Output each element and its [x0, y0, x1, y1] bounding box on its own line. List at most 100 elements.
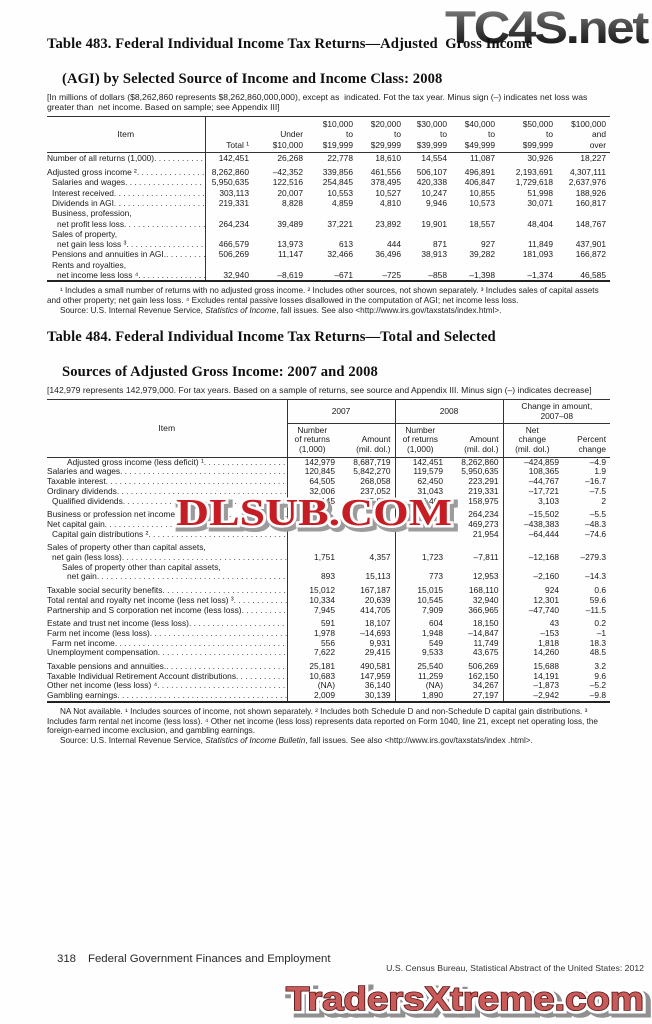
- table-cell: 264,234: [468, 509, 499, 520]
- table-cell: [405, 208, 451, 218]
- table-cell: [557, 208, 610, 218]
- row-label-text: net gain less loss ³: [57, 239, 127, 250]
- table-cell: –7.5: [589, 485, 607, 496]
- watermark-tc4s: TC4S.net: [445, 2, 650, 52]
- table-cell: 378,495: [370, 177, 401, 188]
- row-label: net profit less loss: [47, 219, 205, 229]
- table-cell: 62,450: [394, 476, 448, 487]
- table-cell: 15,012: [286, 582, 339, 596]
- table-cell: [502, 562, 564, 573]
- column-group-header: Change in amount, 2007–08: [502, 399, 611, 424]
- table-cell: 604: [394, 615, 448, 629]
- header-group-row: Item 2007 2008 Change in amount, 2007–08: [47, 399, 611, 458]
- table-cell: 2: [601, 495, 607, 506]
- column-header: Number of returns (1,000): [394, 423, 448, 458]
- row-label-text: Sales of property,: [52, 228, 118, 239]
- row-label-text: Capital gain distributions ²: [52, 529, 149, 539]
- watermark-tradersxtreme-text: TradersXtreme.com: [286, 980, 644, 1017]
- dot-leader: [125, 177, 204, 187]
- column-header: $30,000 to $39,999: [405, 116, 451, 153]
- table-row: Sales of property,: [47, 228, 610, 240]
- table-row: Sales of property other than capital ass…: [47, 539, 610, 554]
- row-label-text: Salaries and wages: [47, 467, 121, 477]
- row-label: Farm net income: [47, 639, 287, 649]
- table-cell: 48,404: [527, 218, 553, 229]
- table-cell: 4,357: [369, 552, 391, 563]
- table-cell: [357, 208, 405, 218]
- table-row: Unemployment compensation 7,622 29,4159,53…: [47, 648, 610, 659]
- table-cell: 924: [502, 582, 564, 596]
- source-suffix: , fall issues. See also <http://www.irs.…: [276, 305, 502, 315]
- table-cell: 2,009: [286, 690, 339, 702]
- table-cell: [394, 539, 448, 554]
- table-row: Business or profession net income (less …: [47, 506, 610, 520]
- table-cell: 120,845: [286, 467, 339, 478]
- row-label-text: Taxable social security benefits: [47, 586, 163, 596]
- table-cell: 469,273: [468, 518, 499, 529]
- table-484: Item 2007 2008 Change in amount, 2007–08 Num…: [47, 399, 611, 703]
- table-cell: 4,810: [380, 197, 401, 208]
- table-cell: [307, 260, 357, 270]
- table-cell: 122,516: [272, 177, 303, 188]
- dot-leader: [126, 239, 204, 249]
- row-label-text: Partnership and S corporation net income…: [47, 605, 242, 615]
- row-label-text: Number of all returns (1,000): [47, 152, 155, 163]
- row-label-text: Rents and royalties,: [52, 259, 127, 270]
- table-cell: 119,579: [394, 467, 448, 478]
- row-label-text: Pensions and annuities in AGI.: [52, 249, 167, 260]
- row-label: Pensions and annuities in AGI.: [47, 249, 205, 259]
- table-cell: 37,221: [327, 218, 353, 229]
- dot-leader: [154, 153, 204, 163]
- table-cell: –42,352: [272, 167, 303, 178]
- table-483-title-line2: (AGI) by Selected Source of Income and I…: [62, 71, 443, 87]
- table-cell: 19,901: [421, 218, 447, 229]
- row-label: Sales of property,: [47, 229, 205, 239]
- table-cell: 64,505: [286, 476, 339, 487]
- table-row: Net capital gain 469,273–438,383 –48.3: [47, 518, 610, 530]
- table-cell: [499, 260, 557, 270]
- table-cell: 32,466: [327, 249, 353, 260]
- dot-leader: [117, 691, 286, 701]
- table-483-note: [In millions of dollars ($8,262,860 repr…: [47, 91, 590, 112]
- watermark-dlsub: DLSUB.COM DLSUB.COM: [174, 490, 459, 540]
- table-cell: –671: [334, 270, 353, 281]
- row-label-text: net profit less loss: [57, 218, 125, 229]
- table-cell: [563, 539, 610, 553]
- column-header: $40,000 to $49,999: [451, 116, 499, 153]
- table-cell: 158,975: [468, 495, 499, 506]
- table-cell: 12,953: [472, 571, 499, 582]
- table-cell: 142,979: [286, 457, 339, 468]
- table-cell: [286, 519, 339, 530]
- column-header: $50,000 to $99,999: [499, 116, 557, 153]
- row-label: Total rental and royalty net income (les…: [47, 596, 287, 606]
- dot-leader: [166, 662, 286, 672]
- watermark-dlsub-text: DLSUB.COM: [176, 492, 452, 534]
- table-row: Partnership and S corporation net income…: [47, 604, 610, 616]
- table-cell: [204, 259, 253, 271]
- table-row: Pensions and annuities in AGI. 506,269 11,…: [47, 249, 610, 260]
- row-label-text: Adjusted gross income ²: [47, 167, 137, 178]
- table-row: Number of all returns (1,000) 142,451 26,2…: [47, 152, 610, 164]
- row-label-text: Gambling earnings: [47, 691, 118, 701]
- table-cell: [502, 539, 564, 554]
- table-cell: –1,873: [502, 681, 564, 692]
- row-label-text: Sales of property other than capital ass…: [47, 543, 206, 553]
- table-cell: [357, 260, 405, 270]
- table-cell: –1,374: [527, 270, 553, 281]
- table-cell: 36,496: [375, 249, 401, 260]
- page-number: 318: [57, 953, 77, 965]
- table-cell: 11,087: [470, 152, 495, 163]
- row-label-text: Taxable pensions and annuities.: [47, 662, 167, 672]
- row-label: net gain (less loss): [47, 553, 287, 563]
- table-cell: [394, 519, 448, 530]
- table-cell: [307, 208, 357, 218]
- row-label-text: Total rental and royalty net income (les…: [47, 595, 234, 605]
- table-row: Gambling earnings2,00930,1391,89027,197–…: [47, 690, 610, 702]
- row-label: Adjusted gross income ²: [47, 163, 205, 177]
- table-cell: –15,502: [502, 506, 564, 520]
- table-cell: 0.6: [594, 585, 607, 596]
- dot-leader: [157, 681, 286, 691]
- table-cell: 366,965: [468, 604, 499, 615]
